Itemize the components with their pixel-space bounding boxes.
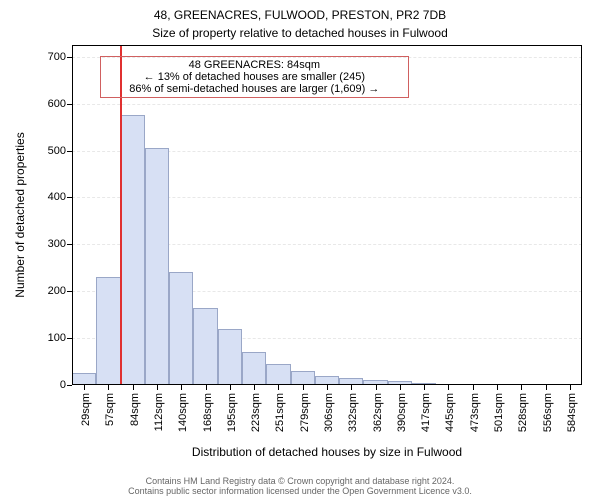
xtick-mark [424,385,425,390]
xtick-label: 195sqm [226,393,238,432]
xtick-mark [303,385,304,390]
xtick-mark [181,385,182,390]
ytick-label: 700 [48,51,72,63]
xtick-mark [351,385,352,390]
ytick-label: 100 [48,332,72,344]
xtick-label: 279sqm [299,393,311,432]
histogram-bar [266,364,290,385]
xtick-label: 556sqm [542,393,554,432]
axis-spine [72,45,582,46]
xtick-label: 306sqm [323,393,335,432]
callout-box: 48 GREENACRES: 84sqm← 13% of detached ho… [100,56,409,98]
y-axis-label: Number of detached properties [13,132,27,297]
xtick-mark [376,385,377,390]
xtick-label: 501sqm [493,393,505,432]
xtick-mark [230,385,231,390]
chart-title-line1: 48, GREENACRES, FULWOOD, PRESTON, PR2 7D… [0,8,600,22]
xtick-label: 362sqm [372,393,384,432]
xtick-mark [448,385,449,390]
xtick-mark [84,385,85,390]
xtick-label: 390sqm [396,393,408,432]
ytick-label: 0 [60,379,72,391]
histogram-bar [291,371,315,385]
xtick-label: 332sqm [347,393,359,432]
xtick-label: 112sqm [153,393,165,431]
ytick-label: 400 [48,191,72,203]
xtick-mark [400,385,401,390]
xtick-mark [133,385,134,390]
xtick-mark [327,385,328,390]
axis-spine [72,45,73,385]
callout-line: ← 13% of detached houses are smaller (24… [105,71,404,83]
xtick-label: 84sqm [129,393,141,426]
ytick-label: 600 [48,98,72,110]
xtick-mark [546,385,547,390]
xtick-label: 251sqm [274,393,286,432]
xtick-label: 584sqm [566,393,578,432]
histogram-bar [121,115,145,385]
xtick-mark [157,385,158,390]
footer-line1: Contains HM Land Registry data © Crown c… [0,476,600,486]
chart-title-line2: Size of property relative to detached ho… [0,26,600,40]
axis-spine [72,384,582,385]
xtick-mark [497,385,498,390]
histogram-bar [169,272,193,385]
xtick-mark [521,385,522,390]
xtick-mark [278,385,279,390]
xtick-mark [570,385,571,390]
xtick-label: 473sqm [469,393,481,432]
callout-line: 86% of semi-detached houses are larger (… [105,83,404,95]
xtick-label: 528sqm [517,393,529,432]
xtick-mark [206,385,207,390]
xtick-label: 29sqm [80,393,92,426]
xtick-mark [108,385,109,390]
xtick-label: 223sqm [250,393,262,432]
x-axis-label: Distribution of detached houses by size … [72,445,582,459]
axis-spine [581,45,582,385]
callout-line: 48 GREENACRES: 84sqm [105,59,404,71]
gridline [72,104,582,106]
histogram-bar [145,148,169,385]
ytick-label: 200 [48,285,72,297]
xtick-label: 168sqm [202,393,214,432]
histogram-bar [242,352,266,385]
histogram-bar [193,308,217,385]
ytick-label: 300 [48,238,72,250]
chart-container: 48, GREENACRES, FULWOOD, PRESTON, PR2 7D… [0,0,600,500]
xtick-label: 57sqm [104,393,116,426]
histogram-bar [218,329,242,385]
xtick-mark [254,385,255,390]
footer-line2: Contains public sector information licen… [0,486,600,496]
footer: Contains HM Land Registry data © Crown c… [0,476,600,496]
histogram-bar [96,277,120,385]
xtick-label: 417sqm [420,393,432,432]
xtick-label: 140sqm [177,393,189,432]
xtick-mark [473,385,474,390]
ytick-label: 500 [48,145,72,157]
xtick-label: 445sqm [444,393,456,432]
